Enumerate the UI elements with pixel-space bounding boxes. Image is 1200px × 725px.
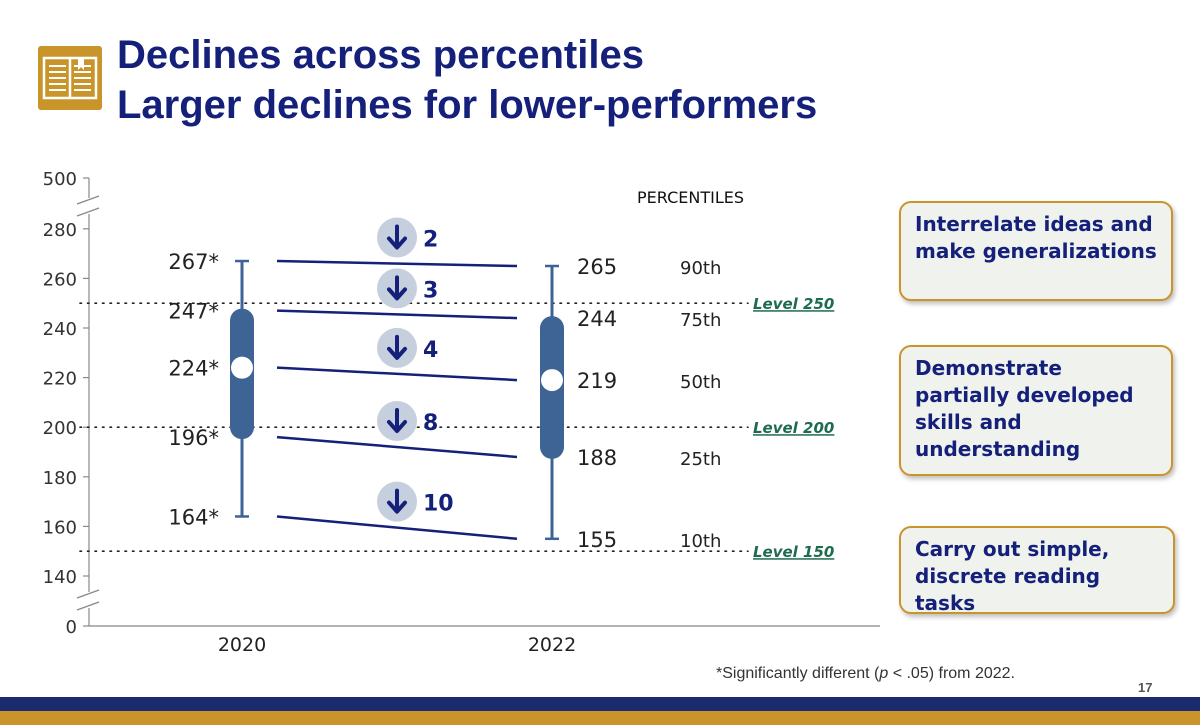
decline-line-75th [276,309,518,320]
percentiles-header: PERCENTILES [637,188,744,207]
footnote-p: p [879,665,889,682]
percentile-label-25th: 25th [680,449,721,470]
level-label-250: Level 250 [753,295,834,313]
callout-level-250: Interrelate ideas and make generalizatio… [899,201,1173,301]
decline-value-75th: 3 [423,278,438,303]
decline-value-90th: 2 [423,228,438,253]
value-label-2022-90th: 265 [577,255,617,279]
axis-break-mark-0 [76,207,100,217]
x-tick-label-2022: 2022 [528,634,576,656]
percentile-label-75th: 75th [680,310,721,331]
decline-value-10th: 10 [423,492,454,517]
value-label-2022-25th: 188 [577,446,617,470]
y-tick-label-500: 500 [43,169,77,190]
y-tick-label-200: 200 [43,418,77,439]
level-label-150: Level 150 [753,543,834,561]
decline-value-25th: 8 [423,411,438,436]
footnote-prefix: *Significantly different ( [716,665,880,682]
title-line-2: Larger declines for lower-performers [117,83,818,127]
value-label-2020-50th: 224* [168,357,219,381]
decline-value-50th: 4 [423,338,438,363]
decline-line-90th [276,259,518,268]
y-tick-label-280: 280 [43,220,77,241]
value-label-2022-75th: 244 [577,307,617,331]
footer-bar-navy [0,697,1200,711]
axis-break-mark-1 [76,601,100,611]
value-label-2020-25th: 196* [168,426,219,450]
decline-line-50th [276,366,518,382]
y-tick-label-260: 260 [43,269,77,290]
down-arrow-icon [387,408,407,434]
percentile-label-50th: 50th [680,372,721,393]
callout-level-200: Demonstrate partially developed skills a… [899,345,1173,476]
y-tick-label-220: 220 [43,369,77,390]
decline-line-25th [276,435,518,459]
x-tick-label-2020: 2020 [218,634,266,656]
percentile-label-90th: 90th [680,258,721,279]
level-label-200: Level 200 [753,419,834,437]
value-label-2022-50th: 219 [577,369,617,393]
title-line-1: Declines across percentiles [117,33,644,77]
page-title: Declines across percentiles Larger decli… [117,30,817,130]
down-arrow-icon [387,275,407,301]
y-tick-label-160: 160 [43,517,77,538]
down-arrow-icon [387,334,407,360]
open-book-icon [38,46,102,110]
axis-break-mark-1 [76,589,100,599]
value-label-2020-75th: 247* [168,300,219,324]
y-tick-label-180: 180 [43,468,77,489]
footer-bar-gold [0,711,1200,725]
down-arrow-icon [387,224,407,250]
value-label-2022-10th: 155 [577,528,617,552]
y-tick-label-240: 240 [43,319,77,340]
y-tick-label-0: 0 [66,617,77,638]
median-marker-2022 [541,369,563,392]
y-tick-label-140: 140 [43,567,77,588]
down-arrow-icon [387,488,407,514]
value-label-2020-10th: 164* [168,505,219,529]
value-label-2020-90th: 267* [168,250,219,274]
page-number: 17 [1138,680,1153,695]
decline-line-10th [276,515,518,541]
axis-break-mark-0 [76,195,100,205]
callout-level-150: Carry out simple, discrete reading tasks [899,526,1175,615]
median-marker-2020 [231,356,253,379]
footnote: *Significantly different (p < .05) from … [716,665,1015,683]
percentile-label-10th: 10th [680,531,721,552]
footnote-suffix: < .05) from 2022. [888,665,1015,682]
